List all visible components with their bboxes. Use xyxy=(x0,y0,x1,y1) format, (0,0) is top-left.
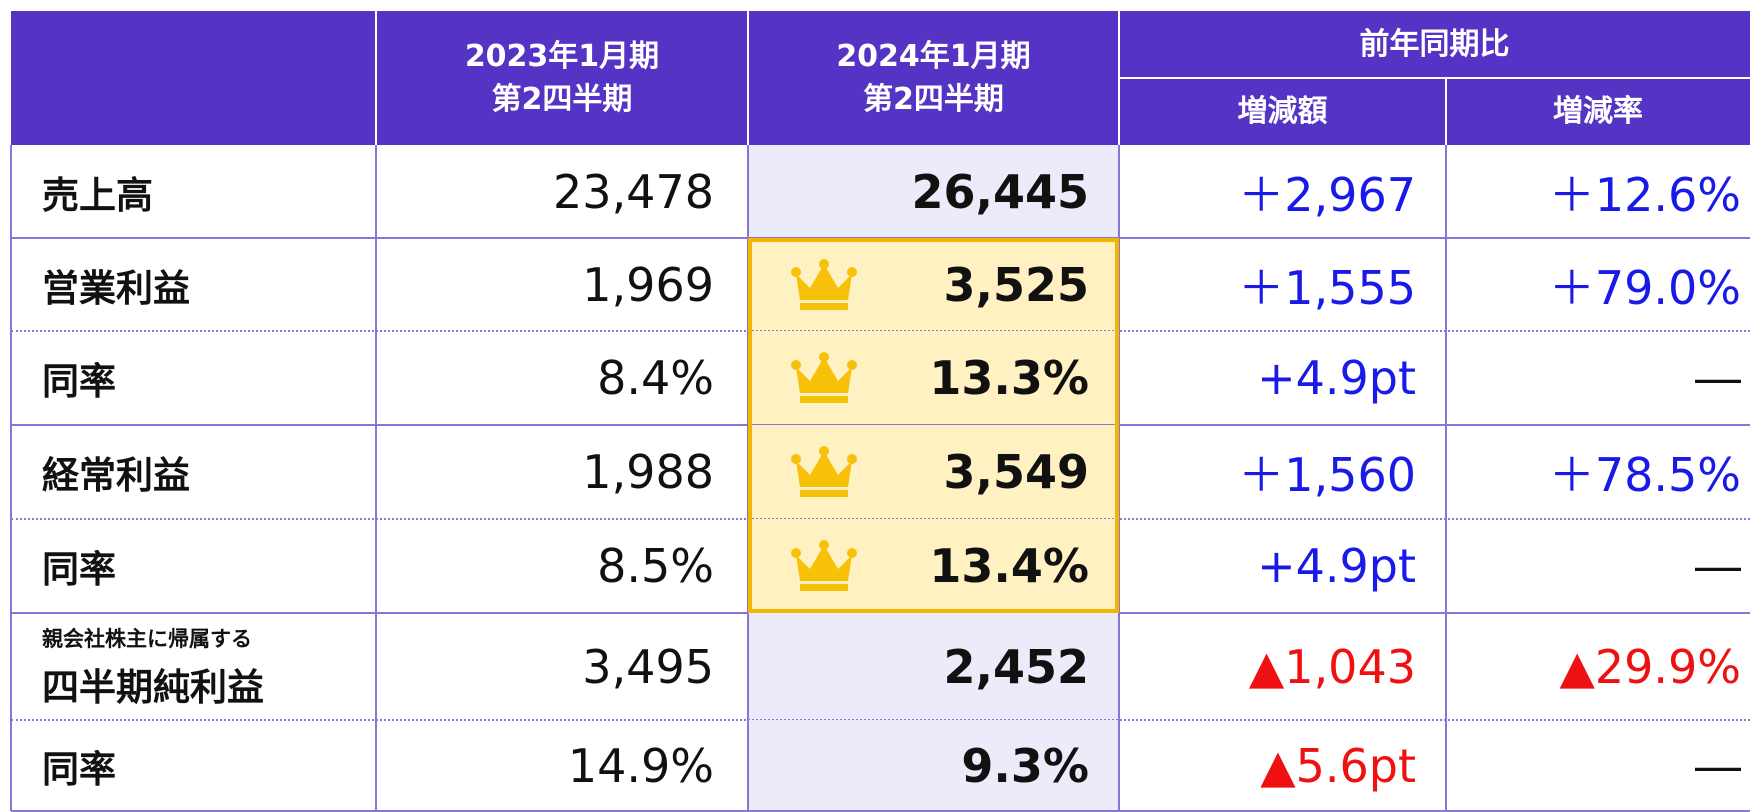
crown xyxy=(791,540,857,591)
column-header: 2024年1月期 第2四半期 xyxy=(748,11,1119,145)
highlight-frame xyxy=(748,238,1119,613)
column-header: 2023年1月期 第2四半期 xyxy=(376,11,748,145)
table-cell: ＋1,555 xyxy=(1238,260,1416,315)
column-divider xyxy=(375,145,377,811)
table-cell: +4.9pt xyxy=(1257,539,1416,593)
row-label-text: 四半期純利益 xyxy=(42,665,264,709)
row-label: 同率 xyxy=(11,720,376,811)
table-cell: ＋78.5% xyxy=(1548,448,1741,502)
table-cell: 3,495 xyxy=(582,639,714,694)
row-label-text: 同率 xyxy=(42,747,116,791)
crown-icon xyxy=(790,258,858,312)
row-label-text: 経常利益 xyxy=(42,454,190,497)
table-cell: ― xyxy=(1695,351,1741,405)
column-header-line: 第2四半期 xyxy=(863,82,1004,117)
crown xyxy=(791,352,857,403)
column-header-line: 2023年1月期 xyxy=(464,38,660,74)
row-label: 売上高 xyxy=(11,145,376,238)
column-divider xyxy=(1445,145,1447,811)
table-cell: ▲5.6pt xyxy=(1260,738,1416,793)
table-cell: 2,452 xyxy=(943,639,1089,694)
group-header: 前年同期比 xyxy=(1359,26,1510,62)
row-label-text: 売上高 xyxy=(42,173,153,217)
table-cell: 13.4% xyxy=(929,539,1089,593)
header-divider xyxy=(747,11,749,145)
highlight-cell-bg xyxy=(748,145,1119,238)
highlight-cell-bg xyxy=(748,519,1119,613)
table-cell: 3,549 xyxy=(943,445,1089,499)
header-divider xyxy=(1445,78,1447,145)
row-label: 親会社株主に帰属する四半期純利益 xyxy=(11,613,376,720)
table-cell: ▲1,043 xyxy=(1248,639,1416,694)
row-label: 経常利益 xyxy=(11,425,376,519)
column-header-line: 2024年1月期 xyxy=(836,38,1031,74)
table-cell: 9.3% xyxy=(961,738,1089,793)
column-divider xyxy=(1118,145,1120,811)
highlight-cell-bg xyxy=(748,331,1119,425)
row-note: 親会社株主に帰属する xyxy=(42,626,252,651)
highlight-cell-bg xyxy=(748,425,1119,519)
crown xyxy=(791,446,857,497)
table-cell: 3,525 xyxy=(943,257,1089,312)
crown-icon xyxy=(790,539,858,593)
table-cell: ＋2,967 xyxy=(1238,167,1416,222)
column-header-line: 第2四半期 xyxy=(491,82,633,117)
row-label-text: 同率 xyxy=(42,548,116,591)
table-cell: 23,478 xyxy=(553,164,714,219)
crown xyxy=(791,258,857,310)
table-cell: +4.9pt xyxy=(1257,351,1416,405)
table-cell: 8.5% xyxy=(597,539,714,593)
table-cell: 1,988 xyxy=(582,445,714,499)
table-cell: 1,969 xyxy=(582,257,714,312)
highlight-cell-bg xyxy=(748,238,1119,331)
crown-icon xyxy=(790,445,858,499)
crown-icon xyxy=(790,351,858,405)
highlight-cell-bg xyxy=(748,613,1119,720)
table-cell: ― xyxy=(1695,539,1741,593)
row-label-text: 営業利益 xyxy=(42,266,190,310)
highlight-cell-bg xyxy=(748,720,1119,811)
table-cell: ― xyxy=(1695,738,1741,793)
table-cell: 8.4% xyxy=(597,351,714,405)
subcolumn-header: 増減額 xyxy=(1237,93,1328,129)
row-label: 同率 xyxy=(11,519,376,613)
header-divider xyxy=(1119,77,1750,79)
table-cell: ＋1,560 xyxy=(1238,448,1416,502)
table-cell: 26,445 xyxy=(911,164,1089,219)
table-cell: ＋12.6% xyxy=(1548,167,1741,222)
row-label: 営業利益 xyxy=(11,238,376,331)
subcolumn-header: 増減率 xyxy=(1553,93,1643,129)
row-label-text: 同率 xyxy=(42,360,116,403)
table-cell: 13.3% xyxy=(929,351,1089,405)
table-cell: ＋79.0% xyxy=(1548,260,1741,315)
header-divider xyxy=(375,11,377,145)
table-cell: 14.9% xyxy=(567,738,714,793)
table-cell: ▲29.9% xyxy=(1559,639,1741,694)
column-divider xyxy=(10,145,12,811)
row-label: 同率 xyxy=(11,331,376,425)
